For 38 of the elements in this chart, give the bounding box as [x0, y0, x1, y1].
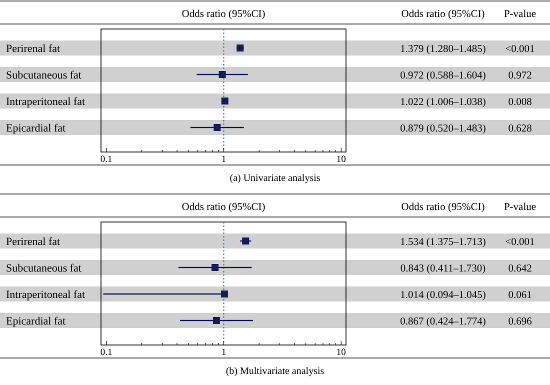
- text: 0.972: [508, 70, 532, 82]
- chart-title: Odds ratio (95%CI): [182, 202, 266, 213]
- x-tick-label: 10: [336, 348, 346, 358]
- x-tick-label: 0.1: [100, 155, 113, 165]
- text: 0.628: [508, 124, 532, 134]
- text: (b) Multivariate analysis: [226, 366, 324, 377]
- y-tick-label: Perirenal fat: [6, 43, 60, 55]
- data-label: 0.972 (0.588–1.604): [400, 70, 486, 82]
- x-tick-label: 1: [221, 155, 226, 165]
- text: P-value: [504, 9, 536, 20]
- data-label: 1.022 (1.006–1.038): [400, 97, 486, 108]
- data-label: 1.014 (0.094–1.045): [400, 290, 486, 301]
- data-label: 1.534 (1.375–1.713): [400, 237, 486, 248]
- text: P-value: [504, 202, 536, 213]
- y-tick-label: Intraperitoneal fat: [6, 289, 86, 301]
- x-tick-label: 0.1: [100, 348, 113, 358]
- text: 0.642: [508, 264, 532, 274]
- text: <0.001: [505, 237, 535, 248]
- text: <0.001: [505, 44, 535, 55]
- y-tick-label: Subcutaneous fat: [6, 70, 82, 82]
- data-label: 1.379 (1.280–1.485): [400, 44, 486, 55]
- text: 0.008: [508, 97, 532, 108]
- y-tick-label: Epicardial fat: [6, 122, 66, 134]
- data-label: 0.843 (0.411–1.730): [400, 264, 486, 274]
- y-tick-label: Epicardial fat: [6, 316, 66, 328]
- data-label: 0.867 (0.424–1.774): [400, 316, 486, 328]
- y-tick-label: Perirenal fat: [6, 236, 60, 248]
- text: Odds ratio (95%CI): [401, 9, 486, 20]
- text: Odds ratio (95%CI): [401, 202, 486, 213]
- chart-title: Odds ratio (95%CI): [182, 9, 266, 20]
- text: 0.061: [508, 290, 532, 301]
- x-tick-label: 10: [336, 155, 346, 165]
- y-tick-label: Intraperitoneal fat: [6, 96, 86, 108]
- data-label: 0.879 (0.520–1.483): [400, 124, 486, 134]
- text: (a) Univariate analysis: [230, 173, 320, 184]
- text: 0.696: [508, 316, 532, 328]
- x-tick-label: 1: [221, 348, 226, 358]
- y-tick-label: Subcutaneous fat: [6, 262, 82, 274]
